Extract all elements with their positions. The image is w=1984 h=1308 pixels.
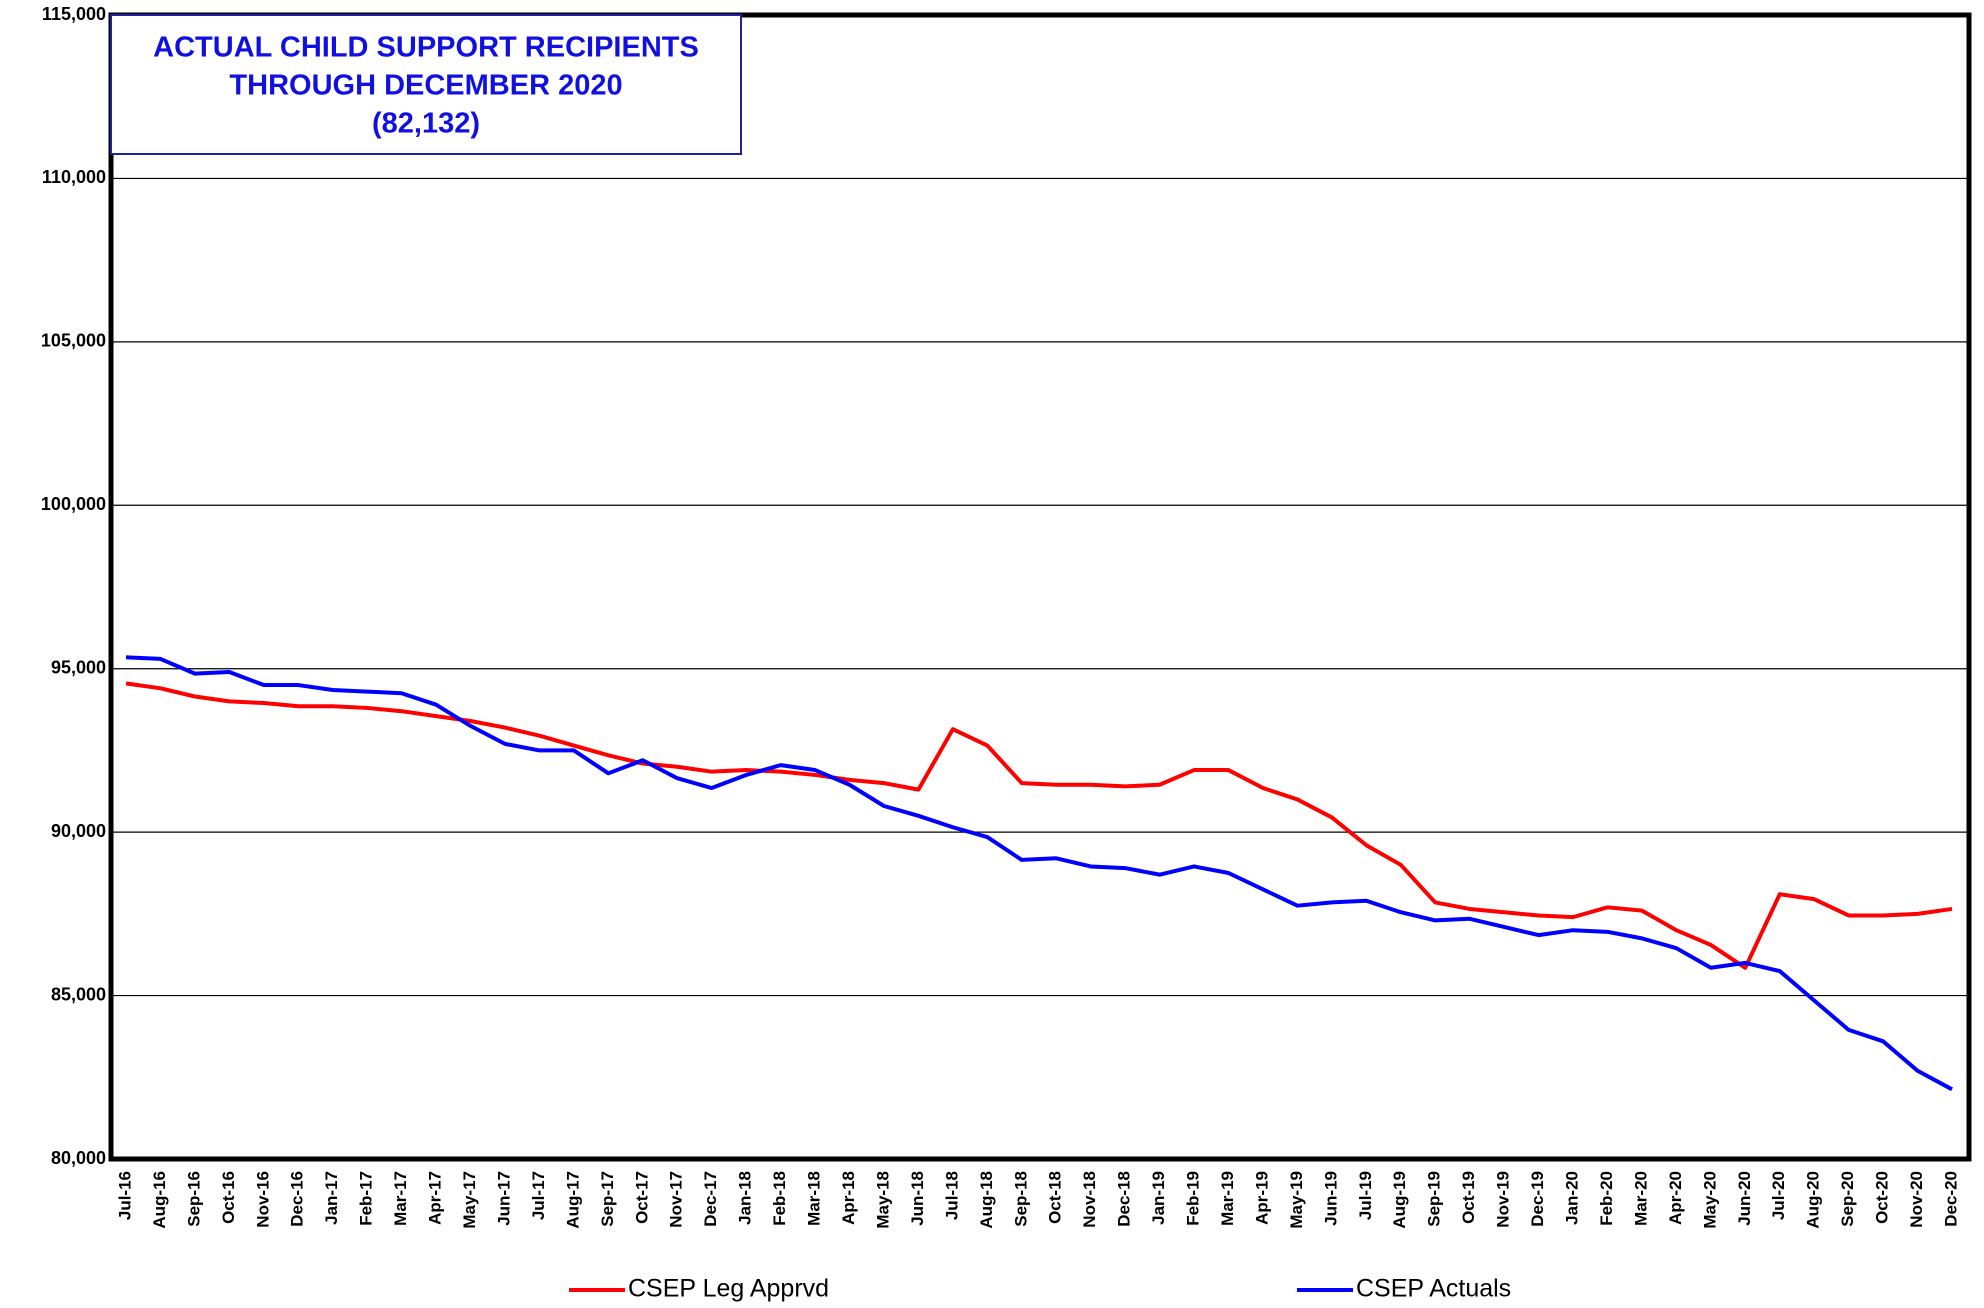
x-tick-label: May-18 [873, 1171, 892, 1229]
x-tick-label: Oct-19 [1459, 1171, 1478, 1224]
title-box [110, 14, 742, 155]
x-tick-label: Oct-16 [219, 1171, 238, 1224]
x-tick-label: Jan-19 [1149, 1171, 1168, 1225]
x-tick-label: Jun-20 [1735, 1171, 1754, 1226]
x-tick-label: Oct-17 [632, 1171, 651, 1224]
x-tick-label: Aug-20 [1804, 1171, 1823, 1229]
plot-frame [108, 12, 1972, 1162]
series-line [125, 655, 1953, 1092]
x-tick-label: Feb-18 [770, 1171, 789, 1226]
x-tick-label: Sep-17 [598, 1171, 617, 1227]
x-tick-label: Nov-19 [1494, 1171, 1513, 1228]
x-tick-label: Jul-17 [529, 1171, 548, 1220]
x-tick-label: Feb-20 [1597, 1171, 1616, 1226]
x-tick-label: Nov-17 [667, 1171, 686, 1228]
x-tick-label: Apr-19 [1252, 1171, 1271, 1225]
x-tick-label: Sep-19 [1425, 1171, 1444, 1227]
x-tick-label: Oct-18 [1046, 1171, 1065, 1224]
y-tick-label: 110,000 [42, 167, 106, 187]
y-tick-label: 90,000 [51, 821, 106, 841]
x-tick-label: Dec-19 [1528, 1171, 1547, 1227]
x-tick-label: May-17 [460, 1171, 479, 1229]
y-tick-label: 85,000 [51, 984, 106, 1004]
x-tick-label: Apr-18 [839, 1171, 858, 1225]
x-tick-label: Jan-17 [322, 1171, 341, 1225]
x-tick-label: Jul-19 [1356, 1171, 1375, 1220]
legend-label: CSEP Actuals [1356, 1275, 1511, 1303]
x-tick-label: Oct-20 [1873, 1171, 1892, 1224]
y-tick-label: 95,000 [51, 657, 106, 677]
y-tick-label: 80,000 [51, 1148, 106, 1168]
x-tick-label: Sep-16 [184, 1171, 203, 1227]
x-tick-label: Mar-19 [1218, 1171, 1237, 1226]
series-line [125, 681, 1953, 970]
x-tick-label: Nov-16 [253, 1171, 272, 1228]
x-tick-label: Feb-19 [1184, 1171, 1203, 1226]
x-tick-label: Aug-19 [1390, 1171, 1409, 1229]
chart-title: (82,132) [372, 108, 480, 140]
x-tick-label: Mar-20 [1631, 1171, 1650, 1226]
x-tick-label: Mar-17 [391, 1171, 410, 1226]
x-tick-label: Jul-16 [115, 1171, 134, 1220]
x-tick-label: Dec-18 [1115, 1171, 1134, 1227]
x-tick-label: Jan-18 [736, 1171, 755, 1225]
x-tick-label: Jan-20 [1563, 1171, 1582, 1225]
x-tick-label: Mar-18 [805, 1171, 824, 1226]
x-tick-label: Nov-18 [1080, 1171, 1099, 1228]
x-tick-label: Aug-18 [977, 1171, 996, 1229]
x-tick-label: Nov-20 [1907, 1171, 1926, 1228]
x-tick-label: Jun-17 [494, 1171, 513, 1226]
x-tick-label: Sep-20 [1838, 1171, 1857, 1227]
x-tick-label: May-20 [1700, 1171, 1719, 1229]
x-tick-label: Aug-16 [150, 1171, 169, 1229]
y-tick-label: 115,000 [42, 4, 106, 24]
chart-title: ACTUAL CHILD SUPPORT RECIPIENTS [153, 32, 699, 64]
x-tick-label: Apr-17 [426, 1171, 445, 1225]
y-tick-label: 100,000 [41, 494, 106, 514]
x-tick-label: Jun-19 [1321, 1171, 1340, 1226]
x-tick-label: Dec-20 [1941, 1171, 1960, 1227]
y-tick-label: 105,000 [41, 331, 106, 351]
x-tick-label: Aug-17 [563, 1171, 582, 1229]
x-tick-label: Feb-17 [357, 1171, 376, 1226]
x-tick-label: Jul-20 [1769, 1171, 1788, 1220]
x-tick-label: Jul-18 [942, 1171, 961, 1220]
x-tick-label: May-19 [1287, 1171, 1306, 1229]
legend-label: CSEP Leg Apprvd [628, 1275, 829, 1303]
x-tick-label: Dec-17 [701, 1171, 720, 1227]
x-tick-label: Apr-20 [1666, 1171, 1685, 1225]
x-tick-label: Jun-18 [908, 1171, 927, 1226]
chart-title: THROUGH DECEMBER 2020 [229, 70, 622, 102]
x-tick-label: Sep-18 [1011, 1171, 1030, 1227]
x-tick-label: Dec-16 [288, 1171, 307, 1227]
